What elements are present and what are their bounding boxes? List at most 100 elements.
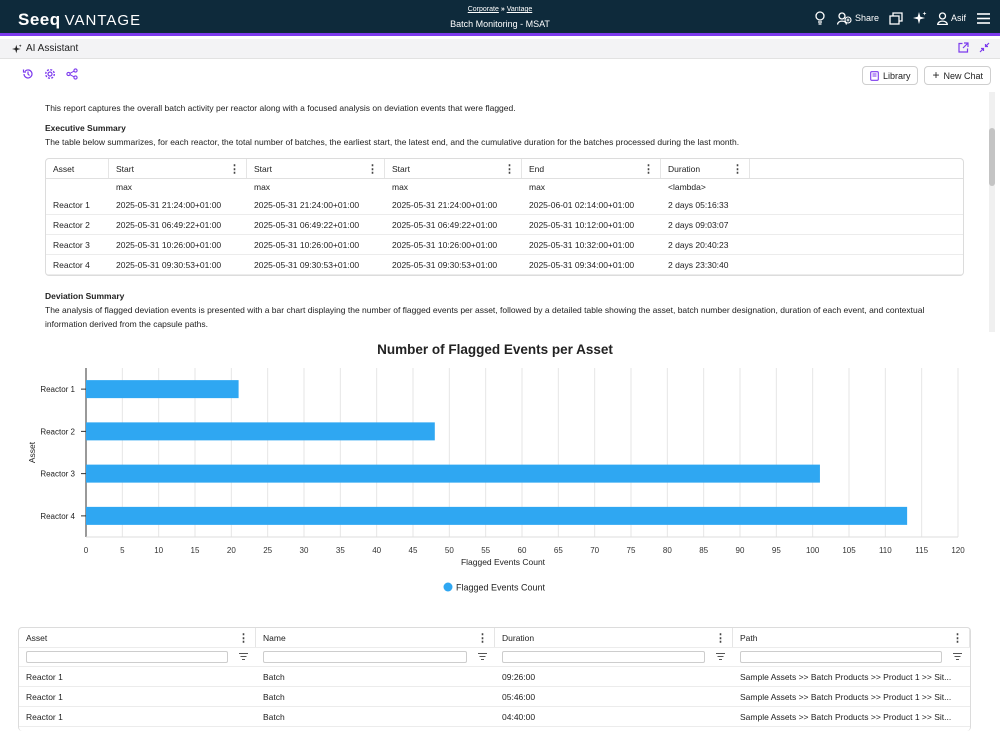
column-menu-icon[interactable]: ⋮: [238, 632, 249, 644]
hamburger-menu-icon[interactable]: [976, 11, 990, 25]
breadcrumb: Corporate » Vantage: [467, 6, 533, 13]
table-cell: Reactor 1: [53, 199, 90, 210]
column-menu-icon[interactable]: ⋮: [952, 632, 963, 644]
table-cell: 2 days 20:40:23: [668, 239, 729, 250]
sparkle-icon[interactable]: [912, 11, 927, 25]
table-row[interactable]: Reactor 3 2025-05-31 10:26:00+01:00 2025-0…: [46, 235, 963, 255]
table-cell: 2025-05-31 21:24:00+01:00: [254, 199, 360, 210]
column-menu-icon[interactable]: ⋮: [732, 163, 743, 175]
table-cell: Batch: [263, 711, 285, 722]
column-header[interactable]: Start ⋮: [109, 159, 247, 178]
x-tick-label: 70: [590, 546, 599, 555]
column-menu-icon[interactable]: ⋮: [229, 163, 240, 175]
column-menu-icon[interactable]: ⋮: [643, 163, 654, 175]
share-users-icon: [836, 11, 852, 25]
table-cell: Sample Assets >> Batch Products >> Produ…: [740, 711, 952, 722]
breadcrumb-vantage[interactable]: Vantage: [506, 6, 533, 13]
settings-gear-icon[interactable]: [44, 68, 56, 80]
summary-table-header: Asset Start ⋮ Start ⋮ Start ⋮ End ⋮ Duration…: [46, 159, 963, 179]
y-axis-label: Asset: [27, 441, 37, 463]
filter-input[interactable]: [26, 651, 228, 663]
x-tick-label: 110: [879, 546, 892, 555]
table-row[interactable]: Reactor 1 Batch 05:46:00 Sample Assets >> B…: [19, 687, 970, 707]
filter-input[interactable]: [740, 651, 942, 663]
column-header[interactable]: Asset: [46, 159, 109, 178]
windows-icon[interactable]: [889, 11, 903, 25]
table-cell: 2025-05-31 21:24:00+01:00: [392, 199, 498, 210]
table-cell: 2025-05-31 10:32:00+01:00: [529, 239, 635, 250]
legend-marker: [443, 582, 453, 592]
summary-table: Asset Start ⋮ Start ⋮ Start ⋮ End ⋮ Duration…: [45, 158, 964, 276]
column-menu-icon[interactable]: ⋮: [477, 632, 488, 644]
plus-icon: +: [932, 68, 940, 82]
column-header[interactable]: Name ⋮: [256, 628, 495, 647]
collapse-icon[interactable]: [979, 42, 990, 53]
user-menu[interactable]: Asif: [936, 11, 966, 25]
filter-icon[interactable]: [478, 652, 487, 662]
share-button[interactable]: Share: [836, 11, 879, 25]
column-header[interactable]: Start ⋮: [247, 159, 385, 178]
filter-input[interactable]: [502, 651, 705, 663]
x-tick-label: 80: [663, 546, 672, 555]
seeq-logo[interactable]: Seeq VANTAGE: [18, 10, 142, 29]
x-tick-label: 50: [445, 546, 454, 555]
report-intro: This report captures the overall batch a…: [45, 103, 516, 113]
bar: [86, 380, 239, 399]
column-header[interactable]: End ⋮: [522, 159, 661, 178]
column-menu-icon[interactable]: ⋮: [367, 163, 378, 175]
y-tick-label: Reactor 4: [40, 512, 75, 521]
table-cell: 2025-05-31 06:49:22+01:00: [254, 219, 360, 230]
column-menu-icon[interactable]: ⋮: [504, 163, 515, 175]
table-cell: 2025-05-31 10:12:00+01:00: [529, 219, 635, 230]
scrollbar-thumb[interactable]: [989, 128, 995, 186]
table-cell: 2025-05-31 06:49:22+01:00: [392, 219, 498, 230]
events-table-header: Asset ⋮ Name ⋮ Duration ⋮ Path ⋮: [19, 628, 970, 648]
filter-icon[interactable]: [239, 652, 248, 662]
chart-title: Number of Flagged Events per Asset: [377, 342, 613, 357]
breadcrumb-corporate[interactable]: Corporate: [467, 6, 499, 13]
flagged-events-bar-chart: Number of Flagged Events per Asset 0 5 10 15…: [27, 342, 965, 593]
x-tick-label: 40: [372, 546, 381, 555]
table-cell: 05:46:00: [502, 691, 536, 702]
table-row[interactable]: Reactor 1 2025-05-31 21:24:00+01:00 2025-0…: [46, 195, 963, 215]
table-row[interactable]: Reactor 1 Batch 04:40:00 Sample Assets >> B…: [19, 707, 970, 727]
history-icon[interactable]: [22, 68, 34, 80]
x-tick-label: 15: [191, 546, 200, 555]
executive-summary-text: The table below summarizes, for each rea…: [45, 137, 740, 147]
scrollbar[interactable]: [989, 92, 995, 332]
table-cell: 04:40:00: [502, 711, 536, 722]
share-nodes-icon[interactable]: [66, 68, 78, 80]
column-menu-icon[interactable]: ⋮: [715, 632, 726, 644]
table-row[interactable]: Reactor 1 Batch 09:26:00 Sample Assets >> B…: [19, 667, 970, 687]
lightbulb-icon[interactable]: [813, 11, 827, 25]
table-cell: 2025-05-31 21:24:00+01:00: [116, 199, 222, 210]
new-chat-button[interactable]: + New Chat: [924, 66, 991, 85]
table-cell: Sample Assets >> Batch Products >> Produ…: [740, 691, 952, 702]
filter-icon[interactable]: [716, 652, 725, 662]
book-icon: [870, 70, 879, 81]
ai-assistant-title: AI Assistant: [26, 43, 79, 54]
open-external-icon[interactable]: [958, 42, 969, 53]
deviation-summary-text: The analysis of flagged deviation events…: [45, 305, 925, 315]
x-tick-label: 65: [554, 546, 563, 555]
column-header[interactable]: Duration ⋮: [661, 159, 750, 178]
y-tick-label: Reactor 2: [40, 427, 75, 436]
filter-input[interactable]: [263, 651, 467, 663]
column-header[interactable]: Asset ⋮: [19, 628, 256, 647]
table-cell: Reactor 3: [53, 239, 90, 250]
filter-icon[interactable]: [953, 652, 962, 662]
column-header[interactable]: Path ⋮: [733, 628, 970, 647]
table-cell: 2 days 09:03:07: [668, 219, 729, 230]
x-tick-label: 115: [915, 546, 928, 555]
table-row[interactable]: Reactor 4 2025-05-31 09:30:53+01:00 2025-0…: [46, 255, 963, 275]
column-header[interactable]: Duration ⋮: [495, 628, 733, 647]
bar: [86, 464, 820, 483]
table-row[interactable]: Reactor 2 2025-05-31 06:49:22+01:00 2025-0…: [46, 215, 963, 235]
column-header[interactable]: Start ⋮: [385, 159, 522, 178]
library-button[interactable]: Library: [861, 66, 919, 85]
table-cell: 09:26:00: [502, 671, 536, 682]
x-tick-label: 85: [699, 546, 708, 555]
table-cell: 2025-05-31 06:49:22+01:00: [116, 219, 222, 230]
table-cell: 2 days 05:16:33: [668, 199, 729, 210]
table-cell: 2025-05-31 10:26:00+01:00: [116, 239, 222, 250]
